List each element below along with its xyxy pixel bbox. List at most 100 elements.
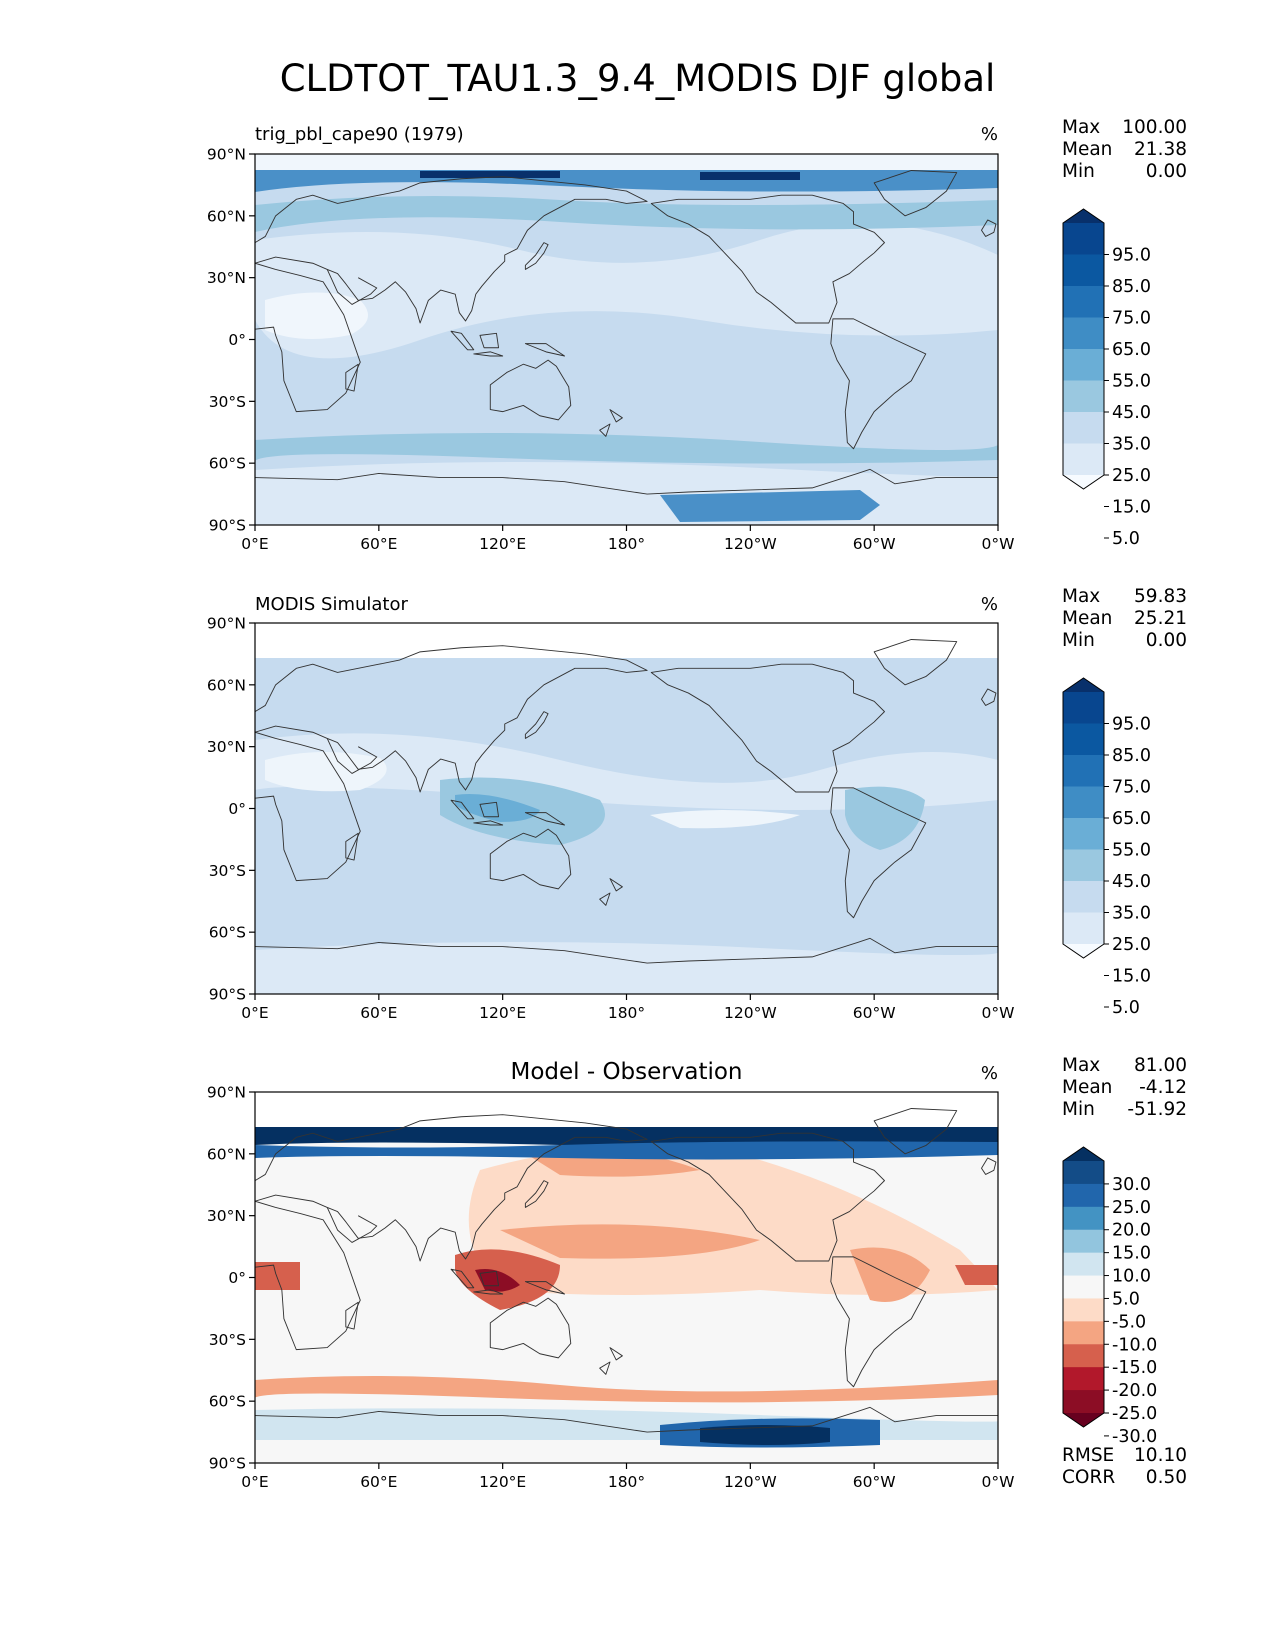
reference-colorbar-segment [1063,755,1104,788]
test-colorbar-label: 95.0 [1112,246,1151,266]
panel-test: 0°E 60°E 120°E 180° 120°W 60°W 0°W 90°N 60°N 30°N… [207,117,1187,553]
test-field-high-midlat-north [255,196,998,232]
difference-colorbar-segment [1063,1367,1104,1391]
difference-colorbar-segment [1063,1321,1104,1345]
difference-colorbar-extend-max [1063,1147,1104,1161]
reference-field-missing-pole [255,623,998,658]
test-colorbar-label: 55.0 [1112,372,1151,392]
reference-xtick-label: 120°E [479,1004,526,1022]
difference-ytick-label: 30°N [207,1207,246,1225]
reference-colorbar-extend-min [1063,944,1104,958]
reference-ytick-label: 90°S [209,986,246,1004]
difference-units: % [981,1063,998,1084]
test-colorbar-label: 35.0 [1112,435,1151,455]
reference-colorbar-label: 25.0 [1112,935,1151,955]
difference-stat-label-min: Min [1062,1099,1095,1120]
reference-stats: Max 59.83 Mean 25.21 Min 0.00 [1062,586,1187,651]
reference-ytick-label: 30°N [207,738,246,756]
difference-xtick-label: 60°E [360,1473,397,1491]
test-stat-label-max: Max [1062,117,1100,138]
difference-colorbar-label: 15.0 [1112,1244,1151,1264]
test-ytick-label: 60°N [207,207,246,225]
reference-colorbar-label: 55.0 [1112,841,1151,861]
reference-ytick-label: 60°S [209,924,246,942]
difference-colorbar-segment [1063,1298,1104,1322]
test-ytick-label: 0° [228,331,246,349]
figure-title: CLDTOT_TAU1.3_9.4_MODIS DJF global [280,57,996,100]
test-colorbar-label: 75.0 [1112,309,1151,329]
test-colorbar-segment [1063,223,1104,256]
difference-colorbar-segment [1063,1390,1104,1414]
difference-ytick-label: 30°S [209,1331,246,1349]
reference-panel-title: MODIS Simulator [255,594,408,615]
difference-stats: Max 81.00 Mean -4.12 Min -51.92 [1062,1055,1187,1120]
reference-colorbar-label: 95.0 [1112,715,1151,735]
test-xtick-label: 60°E [360,535,397,553]
difference-metric-value-corr: 0.50 [1146,1467,1187,1488]
difference-field-pos-extreme-antarctic [700,1425,830,1445]
reference-colorbar-segment [1063,881,1104,914]
test-stat-label-min: Min [1062,161,1095,182]
test-colorbar-segment [1063,254,1104,287]
reference-stat-label-max: Max [1062,586,1100,607]
difference-colorbar-label: 5.0 [1112,1289,1140,1309]
test-colorbar-label: 65.0 [1112,340,1151,360]
test-stat-value-mean: 21.38 [1134,139,1187,160]
reference-units: % [981,594,998,615]
test-colorbar-label: 5.0 [1112,529,1140,549]
reference-xtick-label: 0°E [241,1004,268,1022]
test-xtick-label: 0°E [241,535,268,553]
difference-xtick-label: 180° [608,1473,645,1491]
reference-colorbar-label: 35.0 [1112,904,1151,924]
reference-field-high-amazon [845,786,925,850]
difference-xtick-label: 0°E [241,1473,268,1491]
reference-colorbar-label: 5.0 [1112,998,1140,1018]
reference-stat-label-min: Min [1062,630,1095,651]
reference-ticks: 0°E 60°E 120°E 180° 120°W 60°W 0°W 90°N 60°N 30°N… [207,615,1015,1023]
difference-colorbar-label: -20.0 [1112,1381,1157,1401]
test-colorbar-segment [1063,443,1104,476]
test-field-very-high-antarctic [660,490,880,522]
test-colorbar-segment [1063,349,1104,382]
reference-colorbar-segment [1063,912,1104,945]
test-xtick-label: 0°W [982,535,1015,553]
test-colorbar-label: 45.0 [1112,403,1151,423]
test-stat-label-mean: Mean [1062,139,1112,160]
difference-colorbar-segment [1063,1229,1104,1254]
reference-xtick-label: 60°W [853,1004,896,1022]
reference-xtick-label: 0°W [982,1004,1015,1022]
test-xtick-label: 120°E [479,535,526,553]
test-colorbar: 95.0 85.0 75.0 65.0 55.0 45.0 35.0 25.0 15.0 5.0 [1062,208,1151,549]
reference-colorbar-segment [1063,723,1104,756]
panel-reference: 0°E 60°E 120°E 180° 120°W 60°W 0°W 90°N 60°N 30°N… [207,586,1187,1022]
reference-colorbar-label: 85.0 [1112,746,1151,766]
difference-panel-title: Model - Observation [510,1059,742,1085]
test-xtick-label: 60°W [853,535,896,553]
difference-map [255,1092,998,1463]
difference-colorbar-label: -25.0 [1112,1404,1157,1424]
reference-colorbar-segment [1063,786,1104,819]
difference-colorbar-label: -10.0 [1112,1335,1157,1355]
reference-colorbar-label: 65.0 [1112,809,1151,829]
difference-stat-value-mean: -4.12 [1139,1077,1187,1098]
test-colorbar-segment [1063,317,1104,350]
difference-ytick-label: 60°N [207,1145,246,1163]
test-field-high-southern-ocean [255,432,998,464]
difference-colorbar-segment [1063,1275,1104,1300]
reference-field-very-low-equator [650,810,800,829]
test-xtick-label: 120°W [724,535,777,553]
reference-stat-value-max: 59.83 [1134,586,1187,607]
difference-colorbar-segment [1063,1206,1104,1231]
difference-colorbar-label: -5.0 [1112,1312,1146,1332]
test-units: % [981,124,998,145]
difference-colorbar: 30.0 25.0 20.0 15.0 10.05.0 -5.0 -10.0 -15.0 -20… [1062,1146,1157,1447]
reference-xtick-label: 180° [608,1004,645,1022]
difference-colorbar-segment [1063,1161,1104,1185]
difference-colorbar-label: 20.0 [1112,1221,1151,1241]
test-colorbar-segment [1063,412,1104,445]
test-ytick-label: 30°S [209,393,246,411]
difference-colorbar-label: -30.0 [1112,1427,1157,1447]
reference-ytick-label: 30°S [209,862,246,880]
test-ytick-label: 90°N [207,146,246,164]
reference-colorbar-extend-max [1063,678,1104,692]
